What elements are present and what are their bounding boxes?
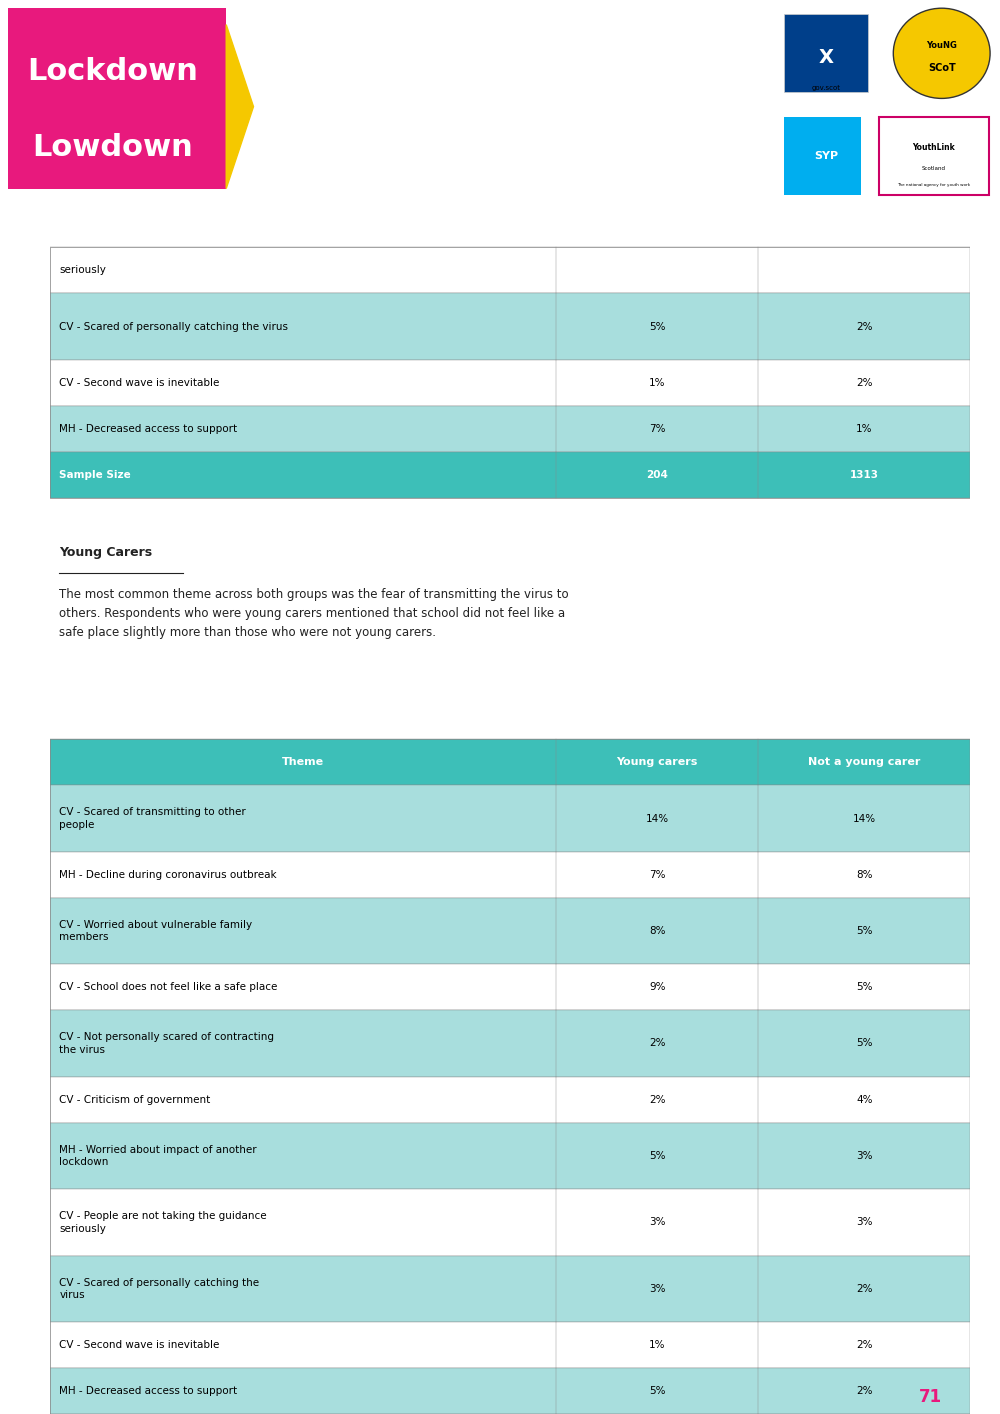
FancyBboxPatch shape [50, 740, 970, 785]
Text: 1%: 1% [649, 378, 665, 387]
Text: 14%: 14% [646, 813, 669, 823]
FancyBboxPatch shape [50, 1076, 970, 1123]
Text: The national agency for youth work: The national agency for youth work [897, 182, 971, 187]
Text: Young Carers: Young Carers [59, 546, 152, 559]
Text: Sample Size: Sample Size [59, 469, 131, 479]
FancyBboxPatch shape [50, 1189, 970, 1256]
Text: Theme: Theme [282, 758, 324, 768]
Text: 3%: 3% [856, 1217, 872, 1227]
Text: MH - Decreased access to support: MH - Decreased access to support [59, 1386, 237, 1396]
Text: SCoT: SCoT [928, 62, 956, 72]
FancyBboxPatch shape [50, 1322, 970, 1369]
FancyBboxPatch shape [784, 117, 861, 195]
Text: CV - Second wave is inevitable: CV - Second wave is inevitable [59, 378, 220, 387]
FancyBboxPatch shape [879, 117, 989, 195]
FancyBboxPatch shape [50, 247, 970, 293]
FancyBboxPatch shape [784, 14, 868, 92]
FancyBboxPatch shape [50, 1123, 970, 1189]
Text: 5%: 5% [649, 1151, 665, 1161]
Text: Scotland: Scotland [922, 165, 946, 171]
FancyBboxPatch shape [50, 293, 970, 359]
Text: 7%: 7% [649, 424, 665, 434]
FancyBboxPatch shape [50, 785, 970, 851]
Text: Young carers: Young carers [617, 758, 698, 768]
Text: CV - Criticism of government: CV - Criticism of government [59, 1094, 210, 1104]
Text: 1%: 1% [649, 1340, 665, 1350]
FancyBboxPatch shape [50, 1369, 970, 1414]
Text: 2%: 2% [856, 1340, 872, 1350]
Text: CV - Scared of personally catching the
virus: CV - Scared of personally catching the v… [59, 1278, 259, 1299]
Text: seriously: seriously [59, 266, 106, 276]
FancyBboxPatch shape [50, 851, 970, 898]
Text: 3%: 3% [856, 1151, 872, 1161]
Text: Lowdown: Lowdown [33, 133, 193, 163]
Text: YouNG: YouNG [926, 41, 957, 49]
FancyBboxPatch shape [50, 898, 970, 964]
Text: X: X [819, 48, 834, 66]
Text: 71: 71 [918, 1389, 942, 1406]
Text: The most common theme across both groups was the fear of transmitting the virus : The most common theme across both groups… [59, 588, 569, 639]
Text: 8%: 8% [649, 926, 665, 936]
Text: MH - Worried about impact of another
lockdown: MH - Worried about impact of another loc… [59, 1145, 257, 1167]
Text: 3%: 3% [649, 1284, 665, 1294]
FancyBboxPatch shape [50, 964, 970, 1010]
Text: SYP: SYP [814, 151, 838, 161]
Text: CV - People are not taking the guidance
seriously: CV - People are not taking the guidance … [59, 1212, 267, 1233]
Text: 1%: 1% [856, 424, 872, 434]
Text: 2%: 2% [649, 1038, 665, 1048]
Text: 1313: 1313 [850, 469, 879, 479]
Text: CV - Scared of personally catching the virus: CV - Scared of personally catching the v… [59, 321, 288, 331]
Text: 2%: 2% [856, 1284, 872, 1294]
Text: 5%: 5% [649, 321, 665, 331]
Text: 5%: 5% [856, 926, 872, 936]
Text: YouthLink: YouthLink [913, 143, 955, 153]
Text: MH - Decline during coronavirus outbreak: MH - Decline during coronavirus outbreak [59, 870, 277, 880]
Text: MH - Decreased access to support: MH - Decreased access to support [59, 424, 237, 434]
Text: 14%: 14% [853, 813, 876, 823]
Text: 3%: 3% [649, 1217, 665, 1227]
Text: 204: 204 [646, 469, 668, 479]
Text: 7%: 7% [649, 870, 665, 880]
Text: CV - Scared of transmitting to other
people: CV - Scared of transmitting to other peo… [59, 807, 246, 830]
Text: 2%: 2% [856, 321, 872, 331]
Polygon shape [226, 24, 254, 188]
Text: CV - Not personally scared of contracting
the virus: CV - Not personally scared of contractin… [59, 1032, 274, 1055]
Text: 5%: 5% [856, 1038, 872, 1048]
Text: 2%: 2% [856, 1386, 872, 1396]
Text: gov.scot: gov.scot [812, 85, 841, 90]
Text: CV - Worried about vulnerable family
members: CV - Worried about vulnerable family mem… [59, 921, 252, 942]
Text: Not a young carer: Not a young carer [808, 758, 920, 768]
Text: 2%: 2% [649, 1094, 665, 1104]
FancyBboxPatch shape [8, 8, 226, 188]
Ellipse shape [893, 8, 990, 99]
Text: 8%: 8% [856, 870, 872, 880]
Text: CV - School does not feel like a safe place: CV - School does not feel like a safe pl… [59, 983, 278, 993]
FancyBboxPatch shape [50, 406, 970, 451]
FancyBboxPatch shape [50, 451, 970, 498]
FancyBboxPatch shape [50, 359, 970, 406]
Text: 5%: 5% [649, 1386, 665, 1396]
Text: 2%: 2% [856, 378, 872, 387]
Text: What young people in
Scotland think about
their lives as lockdown
restrictions c: What young people in Scotland think abou… [394, 66, 573, 139]
Text: CV - Second wave is inevitable: CV - Second wave is inevitable [59, 1340, 220, 1350]
FancyBboxPatch shape [50, 1256, 970, 1322]
Text: 9%: 9% [649, 983, 665, 993]
FancyBboxPatch shape [50, 1010, 970, 1076]
Text: 4%: 4% [856, 1094, 872, 1104]
Text: 5%: 5% [856, 983, 872, 993]
Text: Lockdown: Lockdown [28, 57, 199, 86]
